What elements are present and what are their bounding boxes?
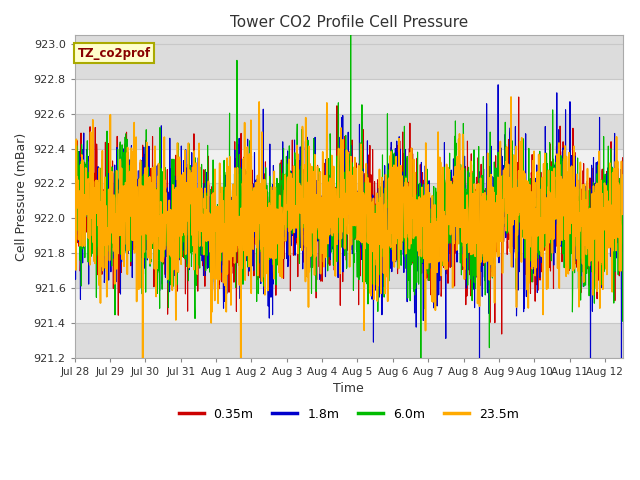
1.8m bbox=[99, 209, 106, 215]
1.8m bbox=[502, 187, 510, 192]
Bar bbox=[75, 288, 623, 323]
6.0m bbox=[71, 235, 79, 240]
1.8m bbox=[337, 224, 345, 230]
Bar bbox=[75, 323, 623, 358]
1.8m bbox=[587, 379, 595, 385]
0.35m bbox=[603, 201, 611, 207]
0.35m bbox=[498, 331, 506, 337]
0.35m bbox=[619, 155, 627, 161]
Line: 6.0m: 6.0m bbox=[75, 24, 623, 363]
0.35m bbox=[604, 181, 611, 187]
0.35m bbox=[515, 94, 522, 100]
Line: 23.5m: 23.5m bbox=[75, 97, 623, 397]
23.5m bbox=[337, 236, 345, 241]
1.8m bbox=[604, 170, 611, 176]
0.35m bbox=[99, 240, 106, 246]
1.8m bbox=[494, 82, 502, 88]
Bar bbox=[75, 253, 623, 288]
0.35m bbox=[337, 196, 345, 202]
Title: Tower CO2 Profile Cell Pressure: Tower CO2 Profile Cell Pressure bbox=[230, 15, 468, 30]
1.8m bbox=[323, 239, 330, 245]
6.0m bbox=[99, 197, 106, 203]
6.0m bbox=[347, 21, 355, 26]
1.8m bbox=[619, 248, 627, 254]
23.5m bbox=[603, 272, 611, 277]
23.5m bbox=[71, 230, 79, 236]
23.5m bbox=[237, 395, 244, 400]
Bar bbox=[75, 79, 623, 114]
6.0m bbox=[603, 209, 611, 215]
23.5m bbox=[502, 216, 510, 222]
0.35m bbox=[502, 206, 510, 212]
6.0m bbox=[417, 360, 425, 366]
Bar bbox=[75, 149, 623, 183]
Bar bbox=[75, 114, 623, 149]
6.0m bbox=[503, 146, 511, 152]
Bar bbox=[75, 44, 623, 79]
1.8m bbox=[71, 177, 79, 182]
Y-axis label: Cell Pressure (mBar): Cell Pressure (mBar) bbox=[15, 132, 28, 261]
Legend: 0.35m, 1.8m, 6.0m, 23.5m: 0.35m, 1.8m, 6.0m, 23.5m bbox=[173, 403, 524, 426]
0.35m bbox=[71, 174, 79, 180]
Line: 0.35m: 0.35m bbox=[75, 97, 623, 334]
0.35m bbox=[323, 199, 330, 205]
Bar bbox=[75, 218, 623, 253]
23.5m bbox=[604, 237, 611, 242]
1.8m bbox=[603, 233, 611, 239]
23.5m bbox=[323, 100, 331, 106]
X-axis label: Time: Time bbox=[333, 383, 364, 396]
6.0m bbox=[604, 193, 611, 199]
6.0m bbox=[619, 318, 627, 324]
6.0m bbox=[323, 219, 330, 225]
23.5m bbox=[619, 173, 627, 179]
23.5m bbox=[507, 94, 515, 100]
Bar bbox=[75, 183, 623, 218]
Line: 1.8m: 1.8m bbox=[75, 85, 623, 382]
23.5m bbox=[99, 204, 106, 210]
6.0m bbox=[337, 155, 345, 160]
Text: TZ_co2prof: TZ_co2prof bbox=[77, 47, 150, 60]
